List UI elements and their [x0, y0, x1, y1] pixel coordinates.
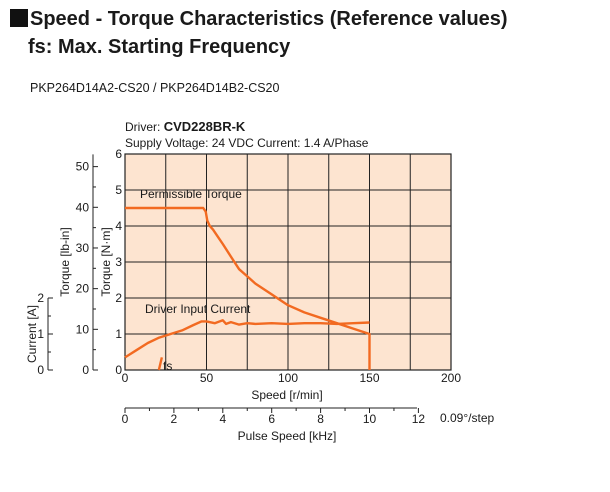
- x2-tick-label: 12: [412, 412, 426, 426]
- x2-unit-label: 0.09°/step: [440, 411, 494, 425]
- series-line-driver-current: [124, 319, 370, 359]
- x-axis-label: Speed [r/min]: [251, 388, 322, 402]
- x2-tick-label: 10: [363, 412, 377, 426]
- conditions-label: Supply Voltage: 24 VDC Current: 1.4 A/Ph…: [125, 136, 369, 150]
- series-label-torque: Permissible Torque: [140, 187, 242, 201]
- driver-name: CVD228BR-K: [164, 119, 246, 134]
- y-tick-label-current: 0: [37, 363, 44, 377]
- x-tick-label: 0: [122, 371, 129, 385]
- chart-title-text: Speed - Torque Characteristics (Referenc…: [30, 8, 508, 30]
- y-tick-label-nm: 0: [115, 363, 122, 377]
- y-tick-label-nm: 1: [115, 327, 122, 341]
- model-number: PKP264D14A2-CS20 / PKP264D14B2-CS20: [30, 81, 280, 95]
- y-tick-label-lbin: 20: [76, 282, 90, 296]
- chart-title: Speed - Torque Characteristics (Referenc…: [10, 6, 508, 32]
- x2-tick-label: 4: [219, 412, 226, 426]
- x2-axis-label: Pulse Speed [kHz]: [238, 429, 337, 443]
- series-lines: [124, 206, 371, 371]
- series-label-current: Driver Input Current: [145, 302, 251, 316]
- y-tick-label-lbin: 10: [76, 322, 90, 336]
- x2-tick-label: 8: [317, 412, 324, 426]
- y-tick-label-lbin: 30: [76, 241, 90, 255]
- y-tick-label-current: 2: [37, 291, 44, 305]
- x2-tick-label: 0: [122, 412, 129, 426]
- y-axis-label-current: Current [A]: [25, 305, 39, 363]
- plot-border: [124, 153, 452, 371]
- axes: [47, 154, 419, 413]
- y-tick-label-nm: 2: [115, 291, 122, 305]
- y-tick-label-nm: 6: [115, 147, 122, 161]
- y-tick-label-lbin: 40: [76, 200, 90, 214]
- y-tick-label-nm: 3: [115, 255, 122, 269]
- y-axis-label-nm: Torque [N·m]: [99, 227, 113, 296]
- x-tick-label: 200: [441, 371, 461, 385]
- x2-tick-label: 6: [268, 412, 275, 426]
- y-tick-label-lbin: 0: [82, 363, 89, 377]
- fs-label: fs: [163, 359, 172, 373]
- y-tick-label-nm: 5: [115, 183, 122, 197]
- x-tick-label: 100: [278, 371, 298, 385]
- square-bullet-icon: [10, 9, 28, 27]
- fs-marker: [157, 357, 164, 371]
- x-tick-label: 150: [359, 371, 379, 385]
- chart-subtitle: fs: Max. Starting Frequency: [28, 36, 291, 58]
- grid-lines: [124, 153, 452, 371]
- y-tick-label-lbin: 50: [76, 160, 90, 174]
- y-tick-label-nm: 4: [115, 219, 122, 233]
- driver-label: Driver: CVD228BR-K: [125, 119, 246, 134]
- x2-tick-label: 2: [171, 412, 178, 426]
- series-line-permissible-torque: [125, 206, 371, 370]
- y-axis-label-lbin: Torque [lb-in]: [58, 227, 72, 296]
- y-tick-label-current: 1: [37, 327, 44, 341]
- x-tick-label: 50: [200, 371, 214, 385]
